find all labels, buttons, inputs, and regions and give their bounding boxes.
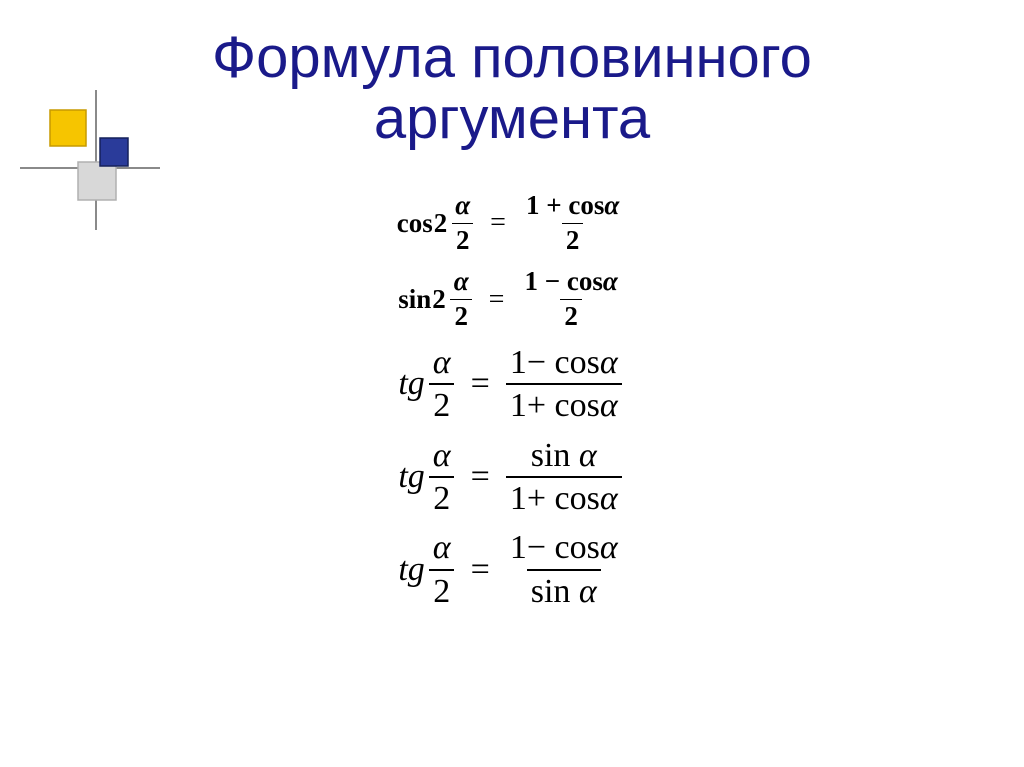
arg-frac: α 2 <box>429 344 455 425</box>
equals: = <box>477 284 517 316</box>
arg-frac: α 2 <box>450 267 473 331</box>
equals: = <box>459 365 502 403</box>
two: 2 <box>429 476 454 517</box>
alpha: α <box>429 437 455 476</box>
formula-cos-half: cos2 α 2 = 1 + cosα 2 <box>397 191 628 255</box>
two: 2 <box>452 223 474 256</box>
rhs-num: 1− cosα <box>506 529 622 568</box>
formula-block: cos2 α 2 = 1 + cosα 2 sin2 α 2 = <box>0 185 1024 616</box>
alpha: α <box>429 529 455 568</box>
formula-tg-half-1: tg α 2 = 1− cosα 1+ cosα <box>398 344 625 425</box>
rhs-frac: 1− cosα 1+ cosα <box>506 344 622 425</box>
equals: = <box>459 551 502 589</box>
power-2: 2 <box>434 208 448 239</box>
title-line-2: аргумента <box>374 86 650 151</box>
rhs-num: 1 + cosα <box>522 191 623 223</box>
arg-frac: α 2 <box>451 191 474 255</box>
rhs-den: sin α <box>527 569 601 610</box>
two: 2 <box>429 569 454 610</box>
rhs-num: 1− cosα <box>506 344 622 383</box>
alpha: α <box>451 191 474 223</box>
fn-tg: tg <box>398 365 424 403</box>
rhs-frac: 1− cosα sin α <box>506 529 622 610</box>
power-2: 2 <box>432 284 446 315</box>
arg-frac: α 2 <box>429 529 455 610</box>
rhs-frac: 1 + cosα 2 <box>522 191 623 255</box>
slide-title: Формула половинного аргумента <box>0 28 1024 150</box>
rhs-den: 2 <box>560 299 582 332</box>
equals: = <box>478 207 518 239</box>
title-line-1: Формула половинного <box>212 25 812 90</box>
rhs-den: 2 <box>562 223 584 256</box>
rhs-num: sin α <box>527 437 601 476</box>
formula-sin-half: sin2 α 2 = 1 − cosα 2 <box>398 267 626 331</box>
rhs-num: 1 − cosα <box>520 267 621 299</box>
fn-cos: cos <box>397 208 433 239</box>
formula-tg-half-3: tg α 2 = 1− cosα sin α <box>398 529 625 610</box>
rhs-den: 1+ cosα <box>506 476 622 517</box>
formula-tg-half-2: tg α 2 = sin α 1+ cosα <box>398 437 625 518</box>
slide: Формула половинного аргумента cos2 α 2 =… <box>0 0 1024 767</box>
rhs-frac: sin α 1+ cosα <box>506 437 622 518</box>
rhs-den: 1+ cosα <box>506 383 622 424</box>
equals: = <box>459 458 502 496</box>
fn-sin: sin <box>398 284 431 315</box>
fn-tg: tg <box>398 551 424 589</box>
two: 2 <box>450 299 472 332</box>
alpha: α <box>429 344 455 383</box>
fn-tg: tg <box>398 458 424 496</box>
rhs-frac: 1 − cosα 2 <box>520 267 621 331</box>
arg-frac: α 2 <box>429 437 455 518</box>
two: 2 <box>429 383 454 424</box>
alpha: α <box>450 267 473 299</box>
